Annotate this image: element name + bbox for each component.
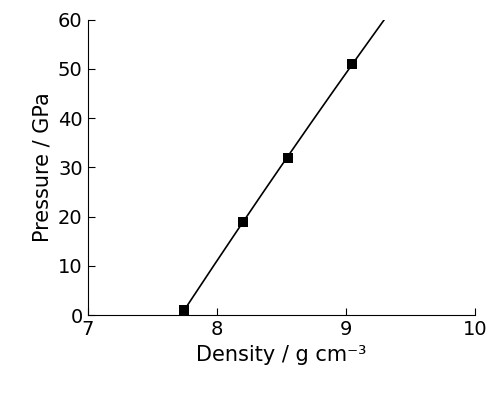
Point xyxy=(348,61,356,67)
Point xyxy=(180,307,188,314)
X-axis label: Density / g cm⁻³: Density / g cm⁻³ xyxy=(196,345,366,364)
Point xyxy=(238,218,246,225)
Point xyxy=(284,154,292,161)
Y-axis label: Pressure / GPa: Pressure / GPa xyxy=(32,93,52,242)
